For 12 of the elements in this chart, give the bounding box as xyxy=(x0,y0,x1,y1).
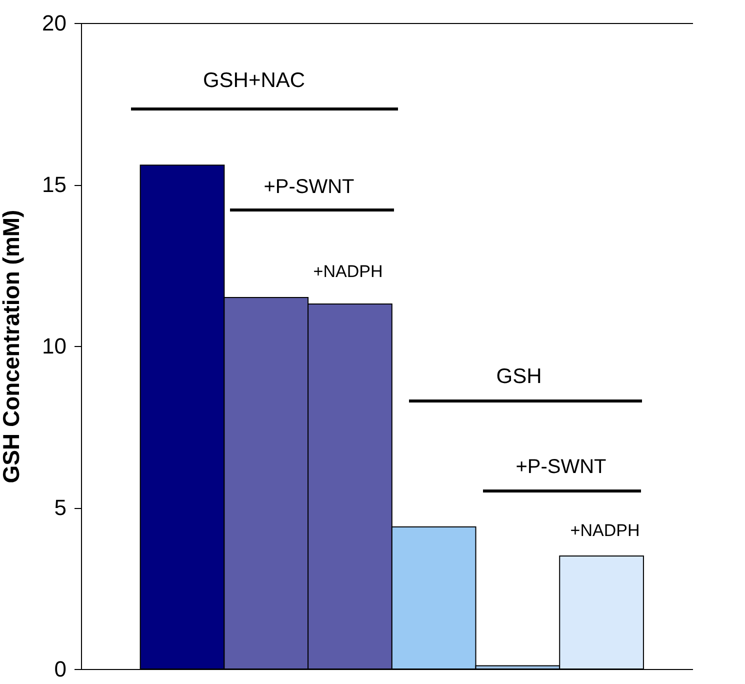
annotation: +NADPH xyxy=(313,262,383,281)
annotation: GSH+NAC xyxy=(202,69,306,92)
annotation: +P-SWNT xyxy=(264,176,354,198)
y-tick-label: 20 xyxy=(42,10,66,36)
annotation: +P-SWNT xyxy=(516,456,606,478)
annotation: +NADPH xyxy=(570,521,640,540)
y-axis-title: GSH Concentration (mM) xyxy=(0,210,24,484)
y-tick-label: 0 xyxy=(54,656,66,682)
y-tick-label: 15 xyxy=(42,172,66,197)
annotation: GSH xyxy=(496,365,542,388)
y-tick-label: 10 xyxy=(42,334,66,358)
y-tick-label: 5 xyxy=(54,495,66,520)
